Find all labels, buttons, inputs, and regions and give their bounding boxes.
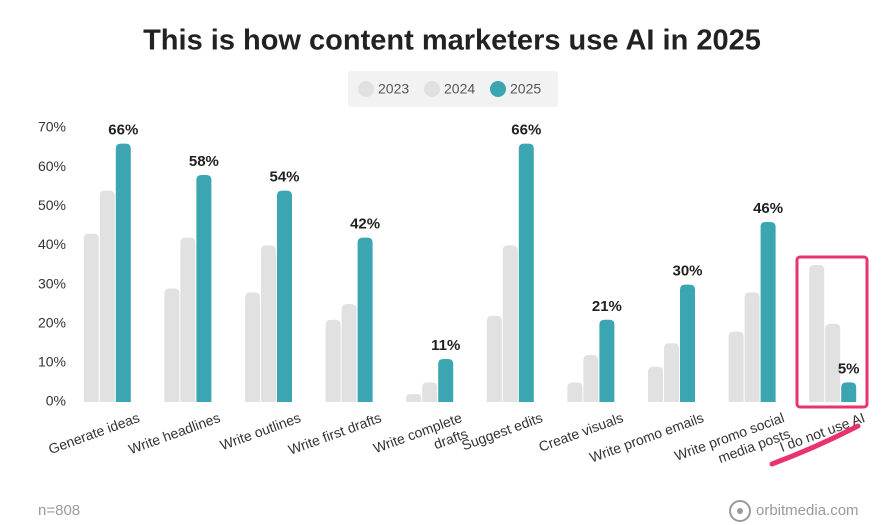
value-label: 11%: [431, 337, 460, 354]
y-tick-label: 30%: [38, 275, 66, 291]
bar: [664, 343, 679, 402]
x-tick-label-group: I do not use AI: [777, 409, 867, 455]
bar: [341, 304, 357, 402]
value-label: 66%: [511, 122, 541, 139]
bar: [180, 237, 196, 402]
legend-box: [348, 71, 558, 107]
bar: [518, 143, 534, 402]
y-tick-label: 50%: [38, 197, 66, 213]
y-tick-label: 60%: [38, 158, 66, 174]
x-tick-label: I do not use AI: [777, 409, 867, 455]
bar: [599, 319, 615, 402]
value-label: 5%: [838, 360, 860, 377]
bar: [422, 382, 438, 402]
bar: [583, 355, 599, 402]
legend-label: 2023: [378, 81, 409, 97]
sample-note: n=808: [38, 502, 80, 519]
y-tick-label: 40%: [38, 236, 66, 252]
legend-swatch: [424, 81, 440, 97]
x-tick-label-group: Write first drafts: [286, 409, 383, 457]
bar: [841, 382, 857, 402]
y-tick-label: 10%: [38, 354, 66, 370]
source-logo: [729, 500, 751, 522]
legend-swatch: [358, 81, 374, 97]
bar: [486, 315, 502, 402]
bar: [83, 233, 99, 402]
bar: [245, 292, 260, 402]
bar: [115, 143, 131, 402]
x-tick-label: Generate ideas: [46, 409, 141, 457]
x-tick-label-group: Generate ideas: [46, 409, 141, 457]
bar: [502, 245, 518, 402]
bar: [825, 323, 841, 402]
source: orbitmedia.com: [756, 502, 859, 519]
value-label: 21%: [592, 298, 622, 315]
bar: [809, 265, 825, 402]
bar: [567, 382, 583, 402]
bar: [760, 221, 776, 402]
bar: [164, 288, 180, 402]
value-label: 54%: [269, 169, 299, 186]
bar: [325, 319, 341, 402]
bar: [744, 292, 760, 402]
logo-dot: [737, 508, 743, 514]
bar: [406, 394, 422, 402]
bar: [357, 237, 373, 402]
y-tick-label: 0%: [46, 393, 66, 409]
bar: [680, 284, 695, 402]
value-label: 58%: [189, 153, 219, 170]
highlight-underline: [769, 423, 861, 467]
x-tick-label: Write headlines: [126, 409, 222, 457]
y-tick-label: 20%: [38, 314, 66, 330]
x-tick-label: Suggest edits: [459, 409, 544, 453]
value-label: 30%: [672, 263, 702, 280]
y-tick-label: 70%: [38, 119, 66, 135]
bar: [728, 331, 744, 402]
value-label: 42%: [350, 216, 380, 233]
bar: [196, 174, 212, 402]
value-label: 66%: [108, 122, 138, 139]
logo-ring: [729, 500, 751, 522]
x-tick-label-group: Suggest edits: [459, 409, 544, 453]
bar: [261, 245, 276, 402]
x-tick-label: Write first drafts: [286, 409, 383, 457]
bar: [99, 190, 115, 402]
bar: [438, 358, 454, 402]
bar: [648, 366, 663, 402]
value-label: 46%: [753, 200, 783, 217]
legend-label: 2024: [444, 81, 475, 97]
bar: [277, 190, 292, 402]
chart-title: This is how content marketers use AI in …: [143, 25, 761, 57]
x-tick-label-group: Write headlines: [126, 409, 222, 457]
highlight-box: [795, 255, 869, 409]
legend-label: 2025: [510, 81, 541, 97]
legend-swatch: [490, 81, 506, 97]
